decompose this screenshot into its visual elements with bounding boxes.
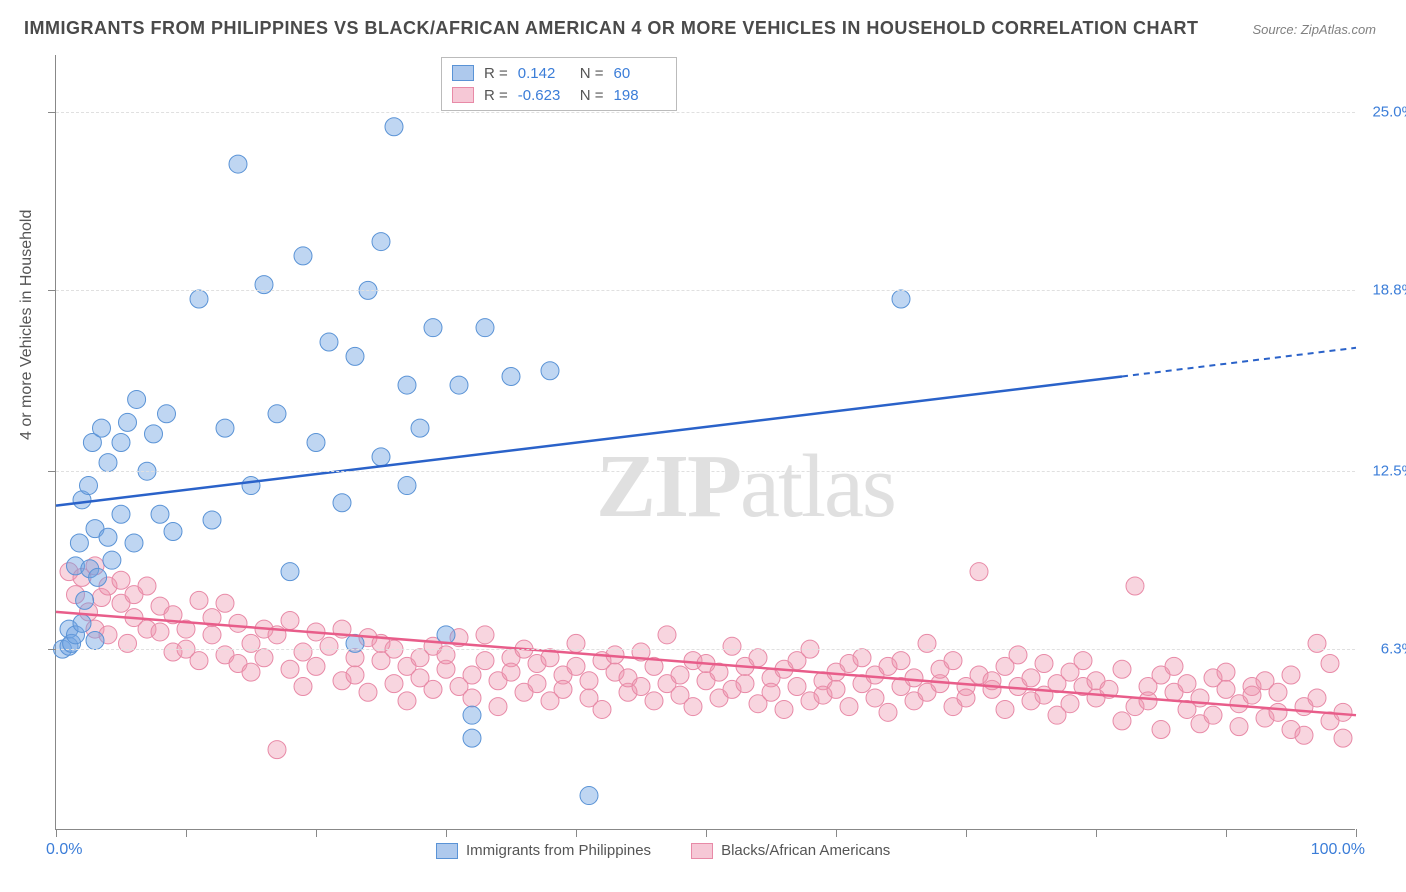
- x-tick: [576, 829, 577, 837]
- legend-item-a: Immigrants from Philippines: [436, 842, 651, 859]
- legend-stats-row-a: R = 0.142 N = 60: [452, 62, 666, 84]
- y-tick-label: 25.0%: [1372, 104, 1406, 121]
- x-tick: [56, 829, 57, 837]
- n-value-b: 198: [614, 87, 666, 104]
- r-label-a: R =: [484, 65, 508, 82]
- legend-label-b: Blacks/African Americans: [721, 842, 890, 859]
- x-tick: [186, 829, 187, 837]
- x-tick: [316, 829, 317, 837]
- x-axis-start-label: 0.0%: [46, 841, 82, 859]
- swatch-a-icon: [436, 843, 458, 859]
- x-tick: [1226, 829, 1227, 837]
- x-axis-end-label: 100.0%: [1311, 841, 1365, 859]
- gridline: [56, 471, 1355, 472]
- chart-svg: [56, 55, 1355, 829]
- y-axis-label: 4 or more Vehicles in Household: [18, 210, 36, 440]
- plot-area: ZIPatlas R = 0.142 N = 60 R = -0.623 N =…: [55, 55, 1355, 830]
- gridline: [56, 290, 1355, 291]
- chart-title: IMMIGRANTS FROM PHILIPPINES VS BLACK/AFR…: [24, 18, 1199, 39]
- r-value-b: -0.623: [518, 87, 570, 104]
- swatch-b-icon: [452, 87, 474, 103]
- r-label-b: R =: [484, 87, 508, 104]
- y-tick: [48, 649, 56, 650]
- n-label-b: N =: [580, 87, 604, 104]
- legend-item-b: Blacks/African Americans: [691, 842, 890, 859]
- legend-series: Immigrants from Philippines Blacks/Afric…: [436, 842, 890, 859]
- x-tick: [1356, 829, 1357, 837]
- y-tick: [48, 471, 56, 472]
- x-tick: [966, 829, 967, 837]
- source-credit: Source: ZipAtlas.com: [1252, 22, 1376, 37]
- swatch-a-icon: [452, 65, 474, 81]
- gridline: [56, 649, 1355, 650]
- n-value-a: 60: [614, 65, 666, 82]
- y-tick-label: 12.5%: [1372, 463, 1406, 480]
- x-tick: [446, 829, 447, 837]
- legend-label-a: Immigrants from Philippines: [466, 842, 651, 859]
- x-tick: [836, 829, 837, 837]
- x-tick: [1096, 829, 1097, 837]
- legend-stats-row-b: R = -0.623 N = 198: [452, 84, 666, 106]
- n-label-a: N =: [580, 65, 604, 82]
- y-tick-label: 6.3%: [1381, 641, 1406, 658]
- r-value-a: 0.142: [518, 65, 570, 82]
- y-tick-label: 18.8%: [1372, 282, 1406, 299]
- gridline: [56, 112, 1355, 113]
- swatch-b-icon: [691, 843, 713, 859]
- y-tick: [48, 112, 56, 113]
- legend-stats: R = 0.142 N = 60 R = -0.623 N = 198: [441, 57, 677, 111]
- y-tick: [48, 290, 56, 291]
- x-tick: [706, 829, 707, 837]
